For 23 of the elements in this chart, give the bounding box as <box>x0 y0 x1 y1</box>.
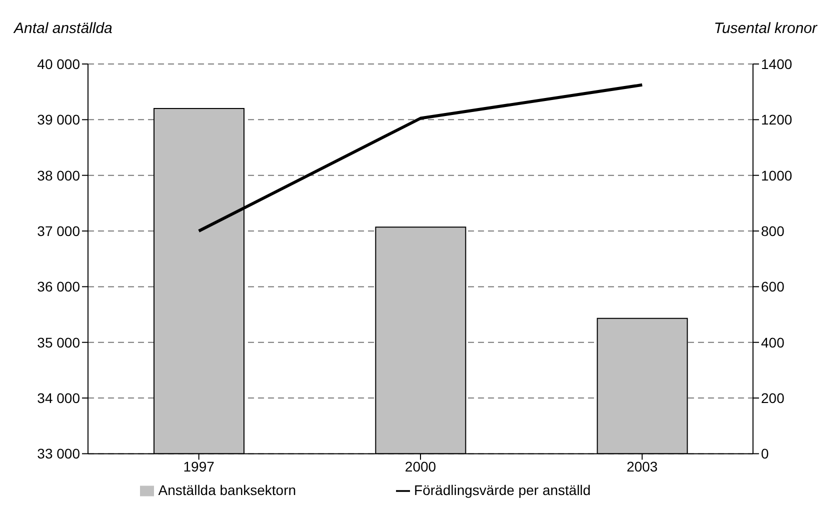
y2-tick-label: 400 <box>761 334 785 350</box>
y2-tick-label: 0 <box>761 446 769 462</box>
y-tick-label: 33 000 <box>37 446 80 462</box>
legend-label: Anställda banksektorn <box>158 482 296 498</box>
y-tick-label: 35 000 <box>37 334 80 350</box>
x-tick-label: 1997 <box>183 458 215 475</box>
y-axis-title: Antal anställda <box>14 20 112 37</box>
y2-tick-label: 1000 <box>761 167 792 184</box>
y-tick-label: 34 000 <box>37 390 80 406</box>
legend-label: Förädlingsvärde per anställd <box>414 482 591 498</box>
y2-tick-label: 1400 <box>761 56 792 72</box>
y-tick-label: 39 000 <box>37 112 80 128</box>
y2-tick-label: 800 <box>761 222 785 239</box>
y-tick-label: 36 000 <box>37 278 80 295</box>
y2-tick-label: 600 <box>761 278 785 295</box>
y-tick-label: 40 000 <box>37 56 80 72</box>
y-tick-label: 37 000 <box>37 222 80 239</box>
x-tick-label: 2003 <box>626 458 658 475</box>
y2-axis-title: Tusental kronor <box>714 20 817 37</box>
y-tick-label: 38 000 <box>37 167 80 184</box>
x-tick-label: 2000 <box>404 458 436 475</box>
y2-tick-label: 1200 <box>761 112 792 128</box>
y2-tick-label: 200 <box>761 390 785 406</box>
